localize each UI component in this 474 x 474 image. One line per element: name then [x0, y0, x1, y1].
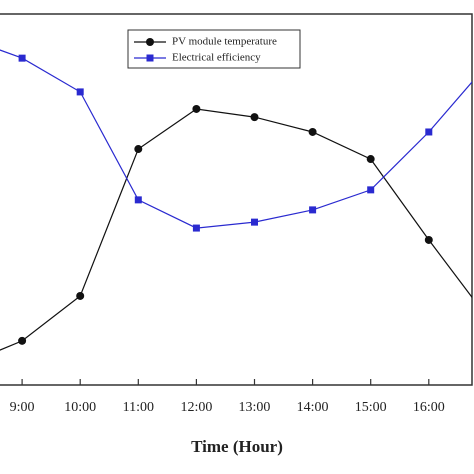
- data-point: [366, 155, 375, 164]
- legend-marker: [146, 38, 154, 46]
- data-point: [192, 104, 201, 113]
- x-tick-label: 11:00: [123, 400, 154, 415]
- data-point: [251, 218, 258, 226]
- data-point: [76, 291, 85, 300]
- data-point: [76, 88, 84, 96]
- x-tick-label: 9:00: [10, 400, 35, 415]
- data-point: [18, 54, 26, 62]
- legend: PV module temperature Electrical efficien…: [134, 36, 277, 64]
- series-line: [0, 108, 472, 351]
- x-tick-label: 10:00: [64, 400, 96, 415]
- data-point: [309, 206, 317, 214]
- x-tick-label: 15:00: [355, 400, 387, 415]
- data-point: [367, 186, 375, 194]
- legend-label: Electrical efficiency: [172, 52, 261, 64]
- plot-frame: [0, 13, 473, 386]
- data-point: [18, 336, 27, 345]
- data-point: [134, 145, 143, 154]
- x-axis-title: Time (Hour): [191, 437, 283, 456]
- data-point: [134, 196, 142, 204]
- x-tick-label: 12:00: [180, 400, 212, 415]
- x-tick-label: 14:00: [297, 400, 329, 415]
- series-line: [0, 49, 472, 229]
- data-point: [250, 113, 259, 122]
- plot-area: [0, 49, 472, 351]
- legend-box: [127, 29, 301, 69]
- x-axis: 9:00 10:00 11:00 12:00 13:00 14:00 15:00 16:00: [10, 379, 445, 415]
- legend-marker: [146, 54, 154, 62]
- data-point: [424, 235, 433, 244]
- data-point: [425, 128, 433, 136]
- legend-label: PV module temperature: [172, 36, 277, 48]
- x-tick-label: 16:00: [413, 400, 445, 415]
- data-point: [192, 224, 200, 232]
- x-tick-label: 13:00: [239, 400, 271, 415]
- data-point: [308, 127, 317, 136]
